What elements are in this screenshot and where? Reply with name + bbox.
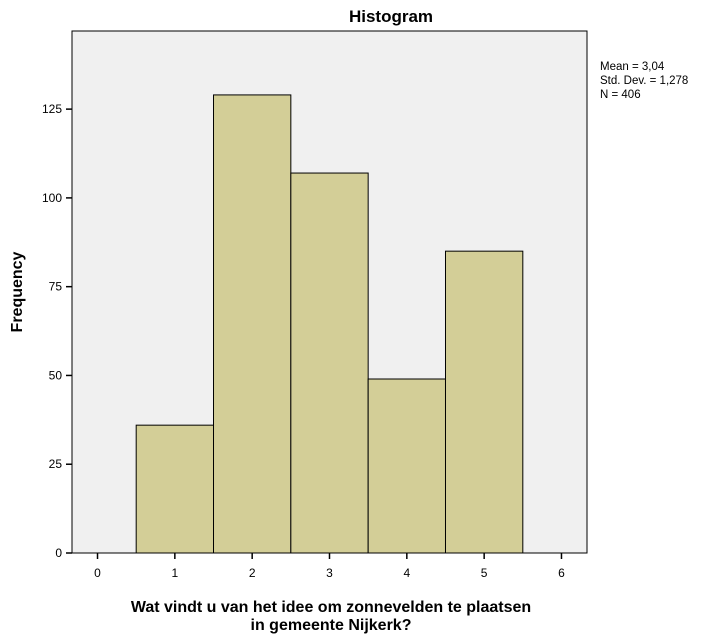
x-tick-label-2: 2	[249, 566, 256, 580]
y-tick-label-1: 25	[49, 457, 63, 471]
stat-n: N = 406	[600, 89, 641, 101]
y-tick-label-2: 50	[49, 368, 63, 382]
y-tick-label-3: 75	[49, 280, 63, 294]
x-tick-label-4: 4	[403, 566, 410, 580]
x-tick-label-6: 6	[558, 566, 565, 580]
bars-layer	[135, 94, 524, 554]
histogram-bar-5	[444, 250, 524, 554]
histogram-bar-4	[367, 378, 446, 554]
histogram-bar-3	[290, 172, 369, 554]
x-tick-label-1: 1	[172, 566, 179, 580]
x-tick-label-0: 0	[94, 566, 101, 580]
histogram-bar-2	[213, 94, 292, 554]
axes-layer: 0 25 50 75 100 125 0 1 2 3 4 5 6	[42, 102, 565, 580]
y-axis-label: Frequency	[9, 251, 26, 332]
x-tick-label-5: 5	[481, 566, 488, 580]
stat-mean: Mean = 3,04	[600, 61, 665, 73]
x-axis-label-line-2: in gemeente Nijkerk?	[251, 617, 412, 634]
x-axis-label-line-1: Wat vindt u van het idee om zonnevelden …	[131, 599, 531, 616]
y-tick-label-4: 100	[42, 191, 62, 205]
histogram-bar-1	[135, 424, 215, 554]
y-tick-label-5: 125	[42, 102, 62, 116]
stat-std-dev: Std. Dev. = 1,278	[600, 75, 688, 87]
chart-title: Histogram	[349, 7, 433, 26]
y-tick-label-0: 0	[55, 546, 62, 560]
stats-box: Mean = 3,04 Std. Dev. = 1,278 N = 406	[600, 61, 688, 101]
x-tick-label-3: 3	[326, 566, 333, 580]
